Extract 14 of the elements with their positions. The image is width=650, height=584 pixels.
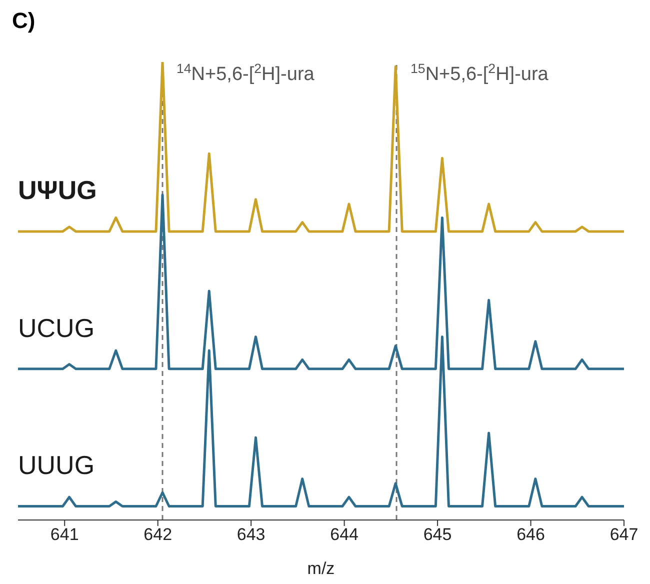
- x-tick-label: 642: [144, 525, 172, 544]
- series-label: UΨUG: [18, 175, 97, 206]
- ref-line-label: $^{14}$N+5,6-[$^{2}$H]-ura: [176, 60, 315, 85]
- chart-title: C): [12, 8, 36, 34]
- x-tick-label: 646: [516, 525, 545, 544]
- x-tick-label: 647: [610, 525, 638, 544]
- x-tick-label: 643: [236, 525, 266, 544]
- series-label: UUUG: [18, 450, 95, 482]
- x-tick-label: 641: [50, 525, 79, 544]
- x-axis-title: m/z: [307, 559, 335, 578]
- ref-line-label: $^{15}$N+5,6-[$^{2}$H]-ura: [410, 60, 549, 85]
- series-label: UCUG: [18, 312, 95, 344]
- x-tick-label: 645: [423, 525, 452, 544]
- x-tick-label: 644: [330, 525, 358, 544]
